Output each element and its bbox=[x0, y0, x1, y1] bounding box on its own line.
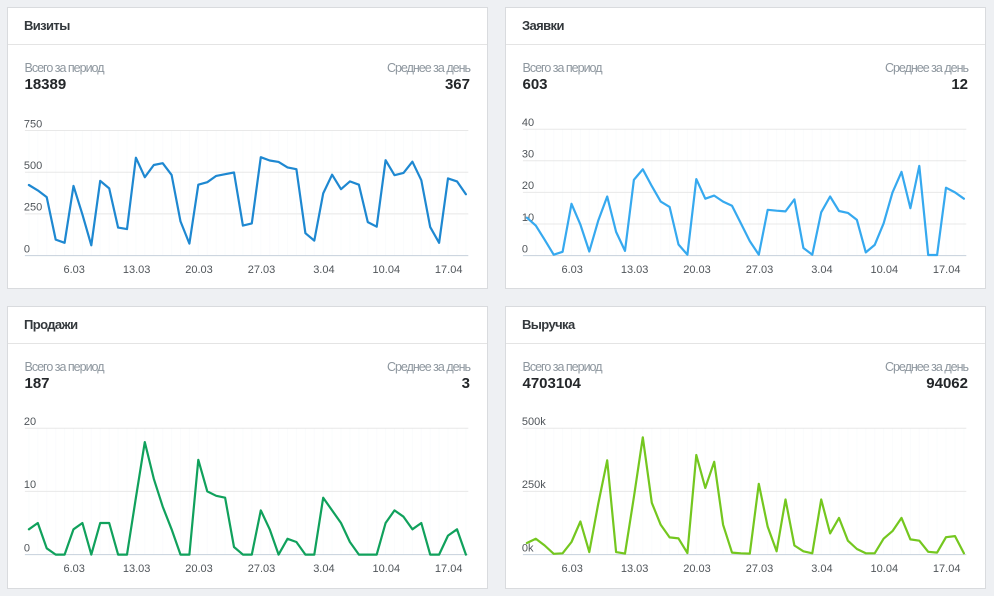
svg-text:13.03: 13.03 bbox=[123, 563, 151, 575]
svg-text:13.03: 13.03 bbox=[621, 264, 649, 276]
svg-text:20.03: 20.03 bbox=[683, 563, 711, 575]
svg-text:17.04: 17.04 bbox=[933, 563, 961, 575]
svg-text:10.04: 10.04 bbox=[373, 264, 401, 276]
svg-text:500: 500 bbox=[24, 160, 42, 172]
svg-text:10: 10 bbox=[24, 479, 36, 491]
svg-text:10.04: 10.04 bbox=[373, 563, 401, 575]
svg-text:27.03: 27.03 bbox=[248, 563, 276, 575]
svg-text:27.03: 27.03 bbox=[248, 264, 276, 276]
svg-text:40: 40 bbox=[522, 117, 534, 129]
svg-text:13.03: 13.03 bbox=[621, 563, 649, 575]
svg-text:6.03: 6.03 bbox=[561, 264, 582, 276]
svg-text:3.04: 3.04 bbox=[811, 563, 832, 575]
svg-text:13.03: 13.03 bbox=[123, 264, 151, 276]
svg-text:17.04: 17.04 bbox=[933, 264, 961, 276]
svg-text:250: 250 bbox=[24, 202, 42, 214]
svg-text:10.04: 10.04 bbox=[871, 264, 899, 276]
svg-text:0: 0 bbox=[24, 542, 30, 554]
svg-text:27.03: 27.03 bbox=[746, 264, 774, 276]
svg-text:30: 30 bbox=[522, 149, 534, 161]
svg-text:20.03: 20.03 bbox=[185, 264, 213, 276]
svg-text:6.03: 6.03 bbox=[63, 563, 84, 575]
svg-text:27.03: 27.03 bbox=[746, 563, 774, 575]
svg-text:6.03: 6.03 bbox=[63, 264, 84, 276]
svg-text:3.04: 3.04 bbox=[313, 563, 334, 575]
svg-text:3.04: 3.04 bbox=[811, 264, 832, 276]
svg-text:500k: 500k bbox=[522, 416, 546, 428]
svg-text:17.04: 17.04 bbox=[435, 264, 463, 276]
svg-text:17.04: 17.04 bbox=[435, 563, 463, 575]
svg-text:6.03: 6.03 bbox=[561, 563, 582, 575]
svg-text:20.03: 20.03 bbox=[683, 264, 711, 276]
svg-text:0: 0 bbox=[522, 243, 528, 255]
svg-text:3.04: 3.04 bbox=[313, 264, 334, 276]
svg-text:0: 0 bbox=[24, 243, 30, 255]
svg-text:20.03: 20.03 bbox=[185, 563, 213, 575]
svg-text:10.04: 10.04 bbox=[871, 563, 899, 575]
svg-text:20: 20 bbox=[522, 180, 534, 192]
svg-text:0k: 0k bbox=[522, 542, 534, 554]
svg-text:250k: 250k bbox=[522, 479, 546, 491]
svg-text:20: 20 bbox=[24, 416, 36, 428]
svg-text:750: 750 bbox=[24, 118, 42, 130]
